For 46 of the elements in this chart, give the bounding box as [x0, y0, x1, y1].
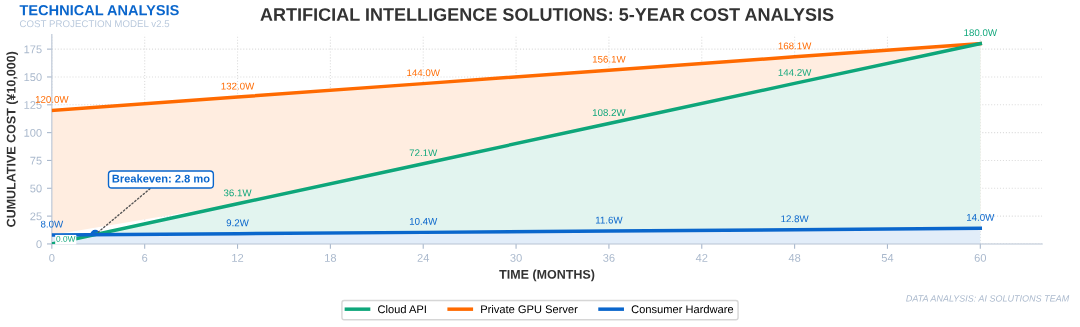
- data-label: 12.8W: [781, 215, 809, 223]
- x-tick-label: 36: [603, 253, 615, 262]
- x-tick-label: 54: [881, 254, 894, 262]
- data-label: 180.0W: [964, 29, 998, 37]
- y-tick-label: 175: [24, 45, 42, 54]
- data-label: 14.0W: [967, 214, 995, 221]
- data-label: 0.0W: [56, 235, 76, 242]
- text: COST PROJECTION MODEL v2.5: [19, 20, 170, 28]
- x-tick-label: 6: [142, 253, 148, 262]
- annotation: Breakeven: 2.8 mo: [112, 174, 210, 183]
- data-label: 120.0W: [35, 96, 69, 103]
- text: TECHNICAL ANALYSIS: [19, 5, 179, 16]
- x-tick-label: 24: [417, 253, 430, 262]
- data-label: 156.1W: [592, 55, 626, 63]
- data-label: 72.1W: [409, 149, 438, 157]
- x-tick-label: 0: [49, 253, 55, 262]
- data-label: 168.1W: [778, 42, 812, 50]
- text: DATA ANALYSIS: AI SOLUTIONS TEAM: [906, 295, 1070, 302]
- x-tick-label: 48: [788, 253, 801, 262]
- data-label: 144.0W: [407, 69, 440, 77]
- y-tick-label: 150: [24, 73, 42, 82]
- x-axis-title: TIME (MONTHS): [499, 269, 595, 282]
- y-tick-label: 100: [24, 128, 42, 137]
- legend-label: Cloud API: [378, 305, 426, 314]
- x-tick-label: 60: [974, 253, 987, 262]
- data-label: 11.6W: [595, 216, 623, 224]
- y-tick-label: 125: [24, 101, 42, 109]
- data-label: 132.0W: [221, 82, 255, 90]
- legend-label: Consumer Hardware: [631, 305, 734, 314]
- x-tick-label: 12: [232, 253, 244, 262]
- chart-title: ARTIFICIAL INTELLIGENCE SOLUTIONS: 5-YEAR COST ANALYSIS: [260, 8, 834, 21]
- data-label: 108.2W: [592, 109, 626, 117]
- y-tick-label: 75: [30, 156, 42, 165]
- legend-label: Private GPU Server: [481, 305, 578, 314]
- y-tick-label: 0: [36, 240, 42, 249]
- data-label: 8.0W: [40, 220, 64, 228]
- data-label: 144.2W: [778, 69, 812, 76]
- data-label: 36.1W: [223, 189, 252, 197]
- x-tick-label: 42: [695, 253, 708, 262]
- x-tick-label: 18: [325, 253, 337, 262]
- data-label: 10.4W: [409, 218, 438, 225]
- y-axis-title: CUMULATIVE COST (¥10,000): [6, 51, 19, 227]
- data-label: 9.2W: [226, 219, 249, 227]
- y-tick-label: 50: [30, 184, 42, 193]
- y-tick-label: 25: [30, 212, 42, 221]
- x-tick-label: 30: [510, 253, 522, 262]
